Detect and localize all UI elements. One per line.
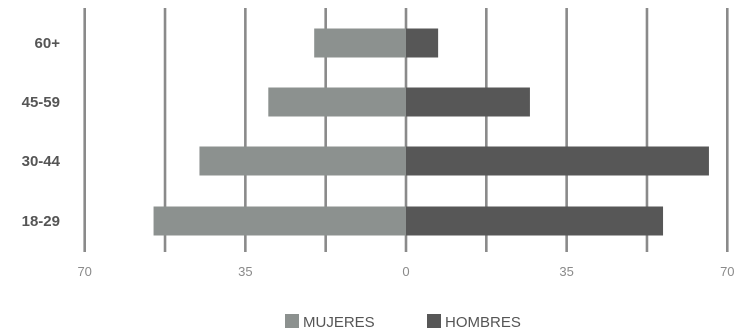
legend-swatch-hombres bbox=[427, 314, 441, 328]
bar-hombres-30-44 bbox=[406, 146, 709, 176]
category-labels: 60+ 45-59 30-44 18-29 bbox=[22, 35, 61, 230]
bar-hombres-18-29 bbox=[406, 206, 664, 236]
legend-swatch-mujeres bbox=[285, 314, 299, 328]
bar-hombres-60+ bbox=[406, 28, 439, 58]
x-tick-label: 35 bbox=[238, 264, 252, 279]
x-tick-label: 70 bbox=[77, 264, 91, 279]
bars bbox=[153, 28, 709, 236]
x-tick-labels: 70 35 0 35 70 bbox=[77, 264, 734, 279]
category-label: 45-59 bbox=[22, 94, 60, 111]
x-tick-label: 70 bbox=[720, 264, 734, 279]
bar-mujeres-30-44 bbox=[199, 146, 406, 176]
bar-mujeres-18-29 bbox=[153, 206, 406, 236]
category-label: 30-44 bbox=[22, 153, 61, 170]
bar-mujeres-45-59 bbox=[268, 87, 406, 117]
x-tick-label: 35 bbox=[559, 264, 573, 279]
legend: MUJERES HOMBRES bbox=[285, 314, 521, 331]
legend-label-mujeres: MUJERES bbox=[303, 314, 375, 331]
bar-mujeres-60+ bbox=[314, 28, 406, 58]
x-tick-label: 0 bbox=[402, 264, 409, 279]
bar-hombres-45-59 bbox=[406, 87, 530, 117]
category-label: 60+ bbox=[35, 35, 61, 52]
legend-label-hombres: HOMBRES bbox=[445, 314, 521, 331]
category-label: 18-29 bbox=[22, 213, 60, 230]
